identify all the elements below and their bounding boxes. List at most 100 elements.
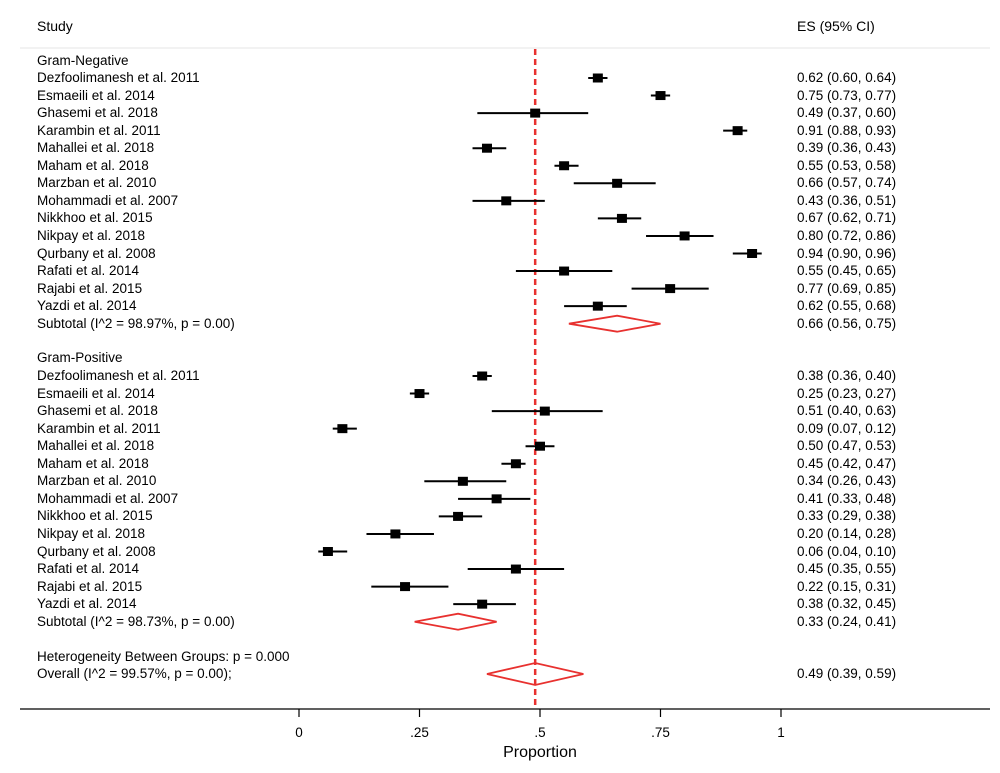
- g0-study-7-label: Mohammadi et al. 2007: [37, 192, 179, 208]
- g1-study-10-marker: [322, 547, 333, 556]
- g0-study-13-label: Yazdi et al. 2014: [37, 298, 137, 314]
- g0-study-1-label: Esmaeili et al. 2014: [37, 87, 155, 103]
- g1-study-2-label: Ghasemi et al. 2018: [37, 403, 158, 419]
- g0-study-6-label: Marzban et al. 2010: [37, 175, 157, 191]
- g1-study-6-marker: [457, 476, 468, 486]
- g0-study-10-label: Qurbany et al. 2008: [37, 245, 156, 261]
- g1-study-5-label: Maham et al. 2018: [37, 455, 149, 471]
- x-tick-label-0: 0: [295, 725, 303, 740]
- g0-study-2-label: Ghasemi et al. 2018: [37, 105, 158, 121]
- g0-study-11-es-text: 0.55 (0.45, 0.65): [797, 263, 897, 279]
- g1-study-12-label: Rajabi et al. 2015: [37, 578, 143, 594]
- g0-subtotal-diamond: [568, 314, 661, 333]
- g1-study-4-es-text: 0.50 (0.47, 0.53): [797, 438, 897, 454]
- g0-study-8-es-text: 0.67 (0.62, 0.71): [797, 210, 897, 226]
- g0-study-3-label: Karambin et al. 2011: [37, 122, 161, 138]
- g1-study-9-marker: [390, 529, 401, 539]
- g1-study-5-marker: [510, 459, 521, 469]
- g1-study-7-es-text: 0.41 (0.33, 0.48): [797, 490, 897, 506]
- g0-study-4-es-text: 0.39 (0.36, 0.43): [797, 140, 897, 156]
- g0-study-9-marker: [679, 231, 690, 241]
- g0-study-8-marker: [616, 213, 627, 223]
- g1-study-0-label: Dezfoolimanesh et al. 2011: [37, 368, 200, 383]
- g0-study-0-es-text: 0.62 (0.60, 0.64): [797, 70, 897, 85]
- g1-study-3-es-text: 0.09 (0.07, 0.12): [797, 420, 897, 436]
- es-column-header: ES (95% CI): [797, 18, 875, 34]
- heterogeneity-label: Heterogeneity Between Groups: p = 0.000: [37, 649, 290, 664]
- overall-diamond: [486, 662, 584, 686]
- g0-study-1-es-text: 0.75 (0.73, 0.77): [797, 87, 897, 103]
- g0-study-7-marker: [501, 196, 512, 206]
- x-axis-title: Proportion: [503, 744, 577, 761]
- g1-study-13-marker: [477, 599, 488, 609]
- g1-study-4-marker: [535, 441, 545, 451]
- g1-study-13-label: Yazdi et al. 2014: [37, 596, 137, 612]
- g0-study-2-es-text: 0.49 (0.37, 0.60): [797, 105, 897, 121]
- g1-study-3-marker: [337, 424, 348, 434]
- g1-study-10-label: Qurbany et al. 2008: [37, 543, 156, 559]
- g0-subtotal-label: Subtotal (I^2 = 98.97%, p = 0.00): [37, 315, 235, 331]
- overall-label: Overall (I^2 = 99.57%, p = 0.00);: [37, 666, 232, 681]
- g1-study-13-es-text: 0.38 (0.32, 0.45): [797, 596, 897, 612]
- overall-es-text: 0.49 (0.39, 0.59): [797, 666, 897, 681]
- g1-subtotal-label: Subtotal (I^2 = 98.73%, p = 0.00): [37, 613, 235, 629]
- g1-study-7-label: Mohammadi et al. 2007: [37, 490, 179, 506]
- g1-study-8-label: Nikkhoo et al. 2015: [37, 508, 153, 524]
- g0-study-13-marker: [592, 301, 603, 311]
- g0-study-10-marker: [747, 249, 758, 258]
- g0-study-3-es-text: 0.91 (0.88, 0.93): [797, 122, 897, 138]
- g1-study-0-es-text: 0.38 (0.36, 0.40): [797, 368, 897, 383]
- g0-subtotal-es-text: 0.66 (0.56, 0.75): [797, 315, 897, 331]
- g0-study-1-marker: [655, 91, 666, 101]
- g1-study-1-es-text: 0.25 (0.23, 0.27): [797, 385, 897, 401]
- g0-study-12-es-text: 0.77 (0.69, 0.85): [797, 280, 897, 296]
- g1-study-8-es-text: 0.33 (0.29, 0.38): [797, 508, 897, 524]
- g0-study-9-es-text: 0.80 (0.72, 0.86): [797, 227, 897, 243]
- g1-study-3-label: Karambin et al. 2011: [37, 420, 161, 436]
- g0-study-5-es-text: 0.55 (0.53, 0.58): [797, 157, 897, 173]
- group-heading-0: Gram-Negative: [37, 53, 129, 68]
- g1-study-11-label: Rafati et al. 2014: [37, 561, 140, 577]
- g0-study-12-label: Rajabi et al. 2015: [37, 280, 143, 296]
- g0-study-8-label: Nikkhoo et al. 2015: [37, 210, 153, 226]
- g1-study-4-label: Mahallei et al. 2018: [37, 438, 155, 454]
- g0-study-10-es-text: 0.94 (0.90, 0.96): [797, 245, 897, 261]
- g1-study-7-marker: [491, 494, 502, 504]
- g0-study-2-marker: [530, 108, 541, 118]
- g0-study-5-label: Maham et al. 2018: [37, 157, 149, 173]
- g0-study-7-es-text: 0.43 (0.36, 0.51): [797, 192, 897, 208]
- x-tick-label-4: 1: [777, 725, 785, 740]
- g1-study-11-marker: [510, 564, 521, 574]
- g1-study-2-es-text: 0.51 (0.40, 0.63): [797, 403, 897, 419]
- g0-study-9-label: Nikpay et al. 2018: [37, 227, 146, 243]
- g1-study-1-marker: [414, 389, 425, 399]
- g0-study-3-marker: [732, 126, 743, 136]
- g1-study-10-es-text: 0.06 (0.04, 0.10): [797, 543, 897, 559]
- g0-study-11-marker: [559, 266, 570, 276]
- x-tick-label-1: .25: [410, 725, 429, 740]
- g1-study-6-es-text: 0.34 (0.26, 0.43): [797, 473, 897, 489]
- g0-study-13-es-text: 0.62 (0.55, 0.68): [797, 298, 897, 314]
- g1-subtotal-es-text: 0.33 (0.24, 0.41): [797, 613, 897, 629]
- g0-study-12-marker: [665, 284, 676, 294]
- g0-study-4-marker: [481, 143, 492, 153]
- g1-study-2-marker: [539, 406, 550, 416]
- g1-study-12-marker: [400, 582, 411, 592]
- g0-study-11-label: Rafati et al. 2014: [37, 263, 140, 279]
- g0-study-5-marker: [559, 161, 570, 171]
- g0-study-6-marker: [612, 178, 623, 188]
- g1-study-12-es-text: 0.22 (0.15, 0.31): [797, 578, 897, 594]
- g0-study-0-label: Dezfoolimanesh et al. 2011: [37, 70, 200, 85]
- g0-study-0-marker: [592, 73, 603, 83]
- g1-study-5-es-text: 0.45 (0.42, 0.47): [797, 455, 897, 471]
- g1-study-9-label: Nikpay et al. 2018: [37, 525, 146, 541]
- g1-subtotal-diamond: [414, 612, 497, 631]
- study-column-header: Study: [37, 18, 73, 34]
- x-tick-label-3: .75: [651, 725, 670, 740]
- group-heading-1: Gram-Positive: [37, 350, 123, 365]
- g1-study-11-es-text: 0.45 (0.35, 0.55): [797, 561, 897, 577]
- g1-study-9-es-text: 0.20 (0.14, 0.28): [797, 525, 897, 541]
- g1-study-1-label: Esmaeili et al. 2014: [37, 385, 155, 401]
- g0-study-6-es-text: 0.66 (0.57, 0.74): [797, 175, 897, 191]
